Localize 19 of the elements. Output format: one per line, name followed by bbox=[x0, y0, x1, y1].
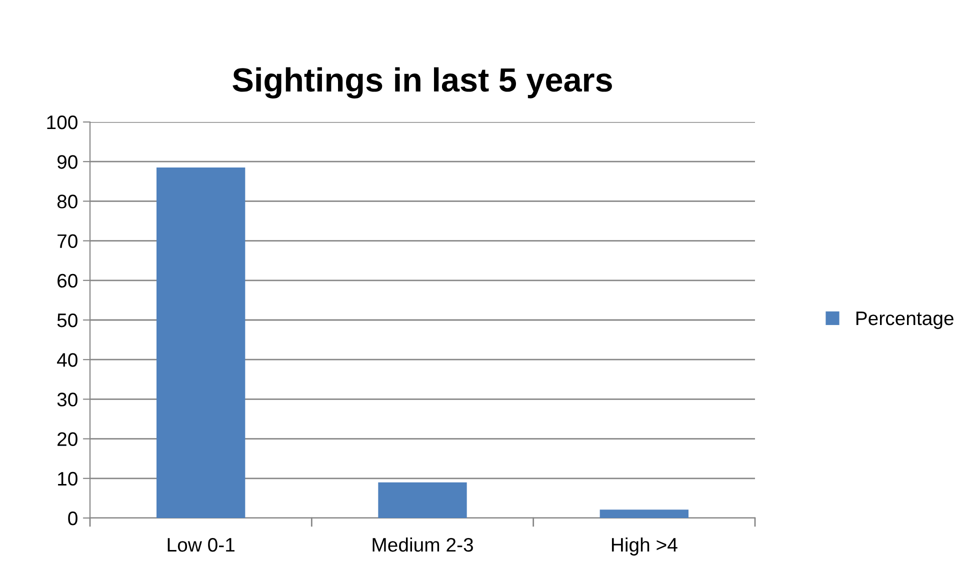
x-tick-label: High >4 bbox=[612, 537, 678, 556]
chart-title: Sightings in last 5 years bbox=[232, 67, 612, 99]
y-tick-label: 40 bbox=[57, 353, 78, 367]
bar bbox=[600, 510, 688, 518]
y-tick-label: 30 bbox=[57, 392, 78, 406]
legend-label: Percentage bbox=[856, 312, 954, 330]
y-tick-label: 10 bbox=[58, 472, 78, 486]
y-tick-label: 70 bbox=[58, 234, 78, 248]
y-tick-label: 100 bbox=[47, 115, 78, 130]
y-tick-label: 20 bbox=[58, 432, 78, 446]
bar bbox=[378, 482, 467, 518]
x-tick-label: Low 0-1 bbox=[168, 538, 234, 552]
y-tick-label: 80 bbox=[57, 194, 78, 208]
y-tick-label: 0 bbox=[68, 511, 78, 526]
bar bbox=[156, 168, 246, 518]
y-tick-label: 60 bbox=[58, 274, 78, 288]
y-tick-label: 50 bbox=[57, 313, 78, 328]
y-tick-label: 90 bbox=[57, 155, 78, 169]
x-tick-label: Medium 2-3 bbox=[372, 537, 473, 552]
